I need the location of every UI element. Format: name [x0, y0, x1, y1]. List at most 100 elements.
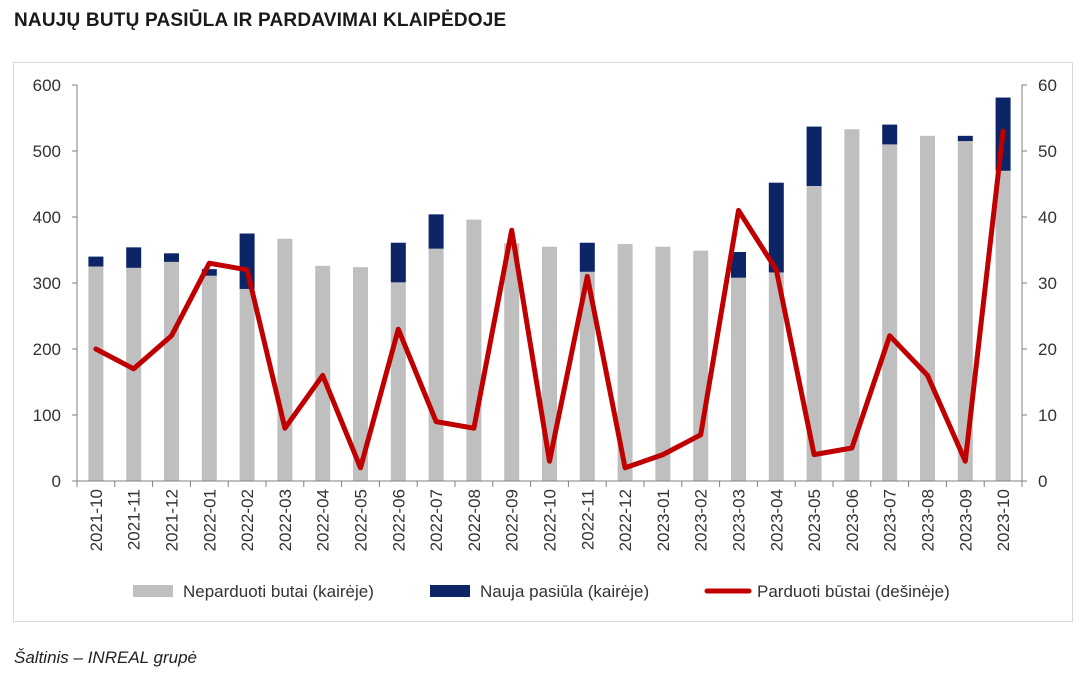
sold-point [549, 460, 550, 462]
sold-point [171, 335, 172, 337]
sold-point [95, 348, 97, 350]
x-tick-label: 2023-09 [956, 489, 975, 551]
bar-unsold [995, 170, 1011, 482]
legend-sold: Parduoti būstai (dešinėje) [704, 582, 950, 601]
bar-unsold [617, 244, 633, 481]
x-tick-label: 2023-05 [805, 489, 824, 551]
x-tick-label: 2022-12 [616, 489, 635, 551]
bar-unsold [504, 243, 520, 481]
x-tick-label: 2023-07 [881, 489, 900, 551]
bar-new-supply [88, 256, 104, 267]
bar-unsold [920, 135, 935, 481]
x-tick-label: 2023-04 [767, 489, 786, 551]
bar-new-supply [882, 124, 898, 145]
bar-unsold [88, 266, 104, 481]
sold-point [927, 374, 928, 376]
bar-unsold [428, 248, 444, 481]
sold-point [284, 427, 286, 429]
right-tick-label: 30 [1038, 274, 1057, 293]
bar-new-supply [768, 182, 784, 273]
right-tick-label: 0 [1038, 472, 1047, 491]
bar-new-supply [201, 269, 217, 276]
x-tick-label: 2022-10 [541, 489, 560, 551]
x-tick-label: 2022-03 [276, 489, 295, 551]
legend-unsold-label: Neparduoti butai (kairėje) [183, 582, 374, 601]
legend-new-supply-swatch [430, 585, 470, 597]
bar-new-supply [806, 126, 822, 186]
x-tick-label: 2022-01 [200, 489, 219, 551]
sold-point [889, 335, 891, 337]
legend-unsold-swatch [133, 585, 173, 597]
bar-unsold [164, 261, 179, 481]
bar-layer [88, 97, 1011, 482]
source-note: Šaltinis – INREAL grupė [14, 648, 198, 667]
sold-point [1002, 130, 1004, 132]
x-tick-label: 2023-06 [843, 489, 862, 551]
chart: 0 100 200 300 400 500 600 0 10 20 30 40 50 60 2021-10 2… [33, 76, 1057, 601]
sold-point [738, 209, 739, 211]
bar-unsold [655, 246, 671, 481]
bar-new-supply [126, 247, 142, 268]
bar-unsold [390, 282, 406, 481]
x-tick-label: 2023-08 [919, 489, 938, 551]
x-tick-label: 2023-10 [994, 489, 1013, 551]
sold-point [851, 447, 853, 449]
x-tick-label: 2023-03 [730, 489, 749, 551]
sold-point [397, 328, 399, 330]
sold-point [775, 269, 777, 271]
legend: Neparduoti butai (kairėje) Nauja pasiūla … [133, 582, 950, 601]
bar-unsold [957, 141, 973, 481]
sold-point [133, 368, 135, 370]
right-tick-label: 10 [1038, 406, 1057, 425]
sold-point [435, 421, 437, 423]
sold-point [624, 467, 626, 469]
bar-new-supply [428, 214, 444, 249]
x-tick-label: 2022-04 [314, 489, 333, 551]
x-tick-label: 2022-07 [427, 489, 446, 551]
bar-unsold [353, 267, 368, 481]
bar-unsold [201, 275, 217, 481]
bar-unsold [542, 246, 557, 481]
bar-new-supply [390, 242, 406, 283]
x-tick-label: 2022-08 [465, 489, 484, 551]
sold-point [322, 374, 324, 376]
x-tick-label: 2022-11 [578, 489, 597, 550]
right-tick-label: 20 [1038, 340, 1057, 359]
x-tick-label: 2021-10 [87, 489, 106, 551]
chart-title: NAUJŲ BUTŲ PASIŪLA IR PARDAVIMAI KLAIPĖD… [14, 10, 507, 31]
bar-unsold [126, 267, 142, 481]
bar-new-supply [731, 251, 746, 278]
sold-point [964, 460, 966, 462]
left-tick-label: 200 [33, 340, 61, 359]
sold-point [586, 275, 588, 277]
x-tick-label: 2021-11 [125, 489, 144, 550]
x-tick-label: 2023-01 [654, 489, 673, 551]
bar-unsold [768, 272, 784, 481]
x-tick-label: 2023-02 [692, 489, 711, 551]
bar-unsold [731, 277, 746, 481]
left-tick-label: 600 [33, 76, 61, 95]
bar-new-supply [957, 135, 973, 142]
bar-unsold [806, 185, 822, 482]
bar-unsold [277, 238, 293, 481]
bar-unsold [844, 129, 860, 481]
bar-unsold [579, 271, 595, 481]
sold-point [473, 427, 475, 429]
x-tick-label: 2022-05 [352, 489, 371, 551]
left-tick-label: 0 [52, 472, 61, 491]
sold-point [360, 467, 361, 469]
legend-new-supply-label: Nauja pasiūla (kairėje) [480, 582, 649, 601]
legend-sold-label: Parduoti būstai (dešinėje) [757, 582, 950, 601]
x-tick-label: 2022-09 [503, 489, 522, 551]
sold-point [511, 229, 513, 231]
right-tick-label: 50 [1038, 142, 1057, 161]
sold-point [662, 454, 664, 456]
bar-unsold [466, 219, 482, 481]
bar-new-supply [239, 233, 255, 289]
x-tick-label: 2022-02 [238, 489, 257, 551]
line-layer [93, 128, 1006, 471]
sold-point [813, 454, 815, 456]
sold-point [700, 434, 702, 436]
left-tick-label: 500 [33, 142, 61, 161]
legend-new-supply: Nauja pasiūla (kairėje) [430, 582, 649, 601]
